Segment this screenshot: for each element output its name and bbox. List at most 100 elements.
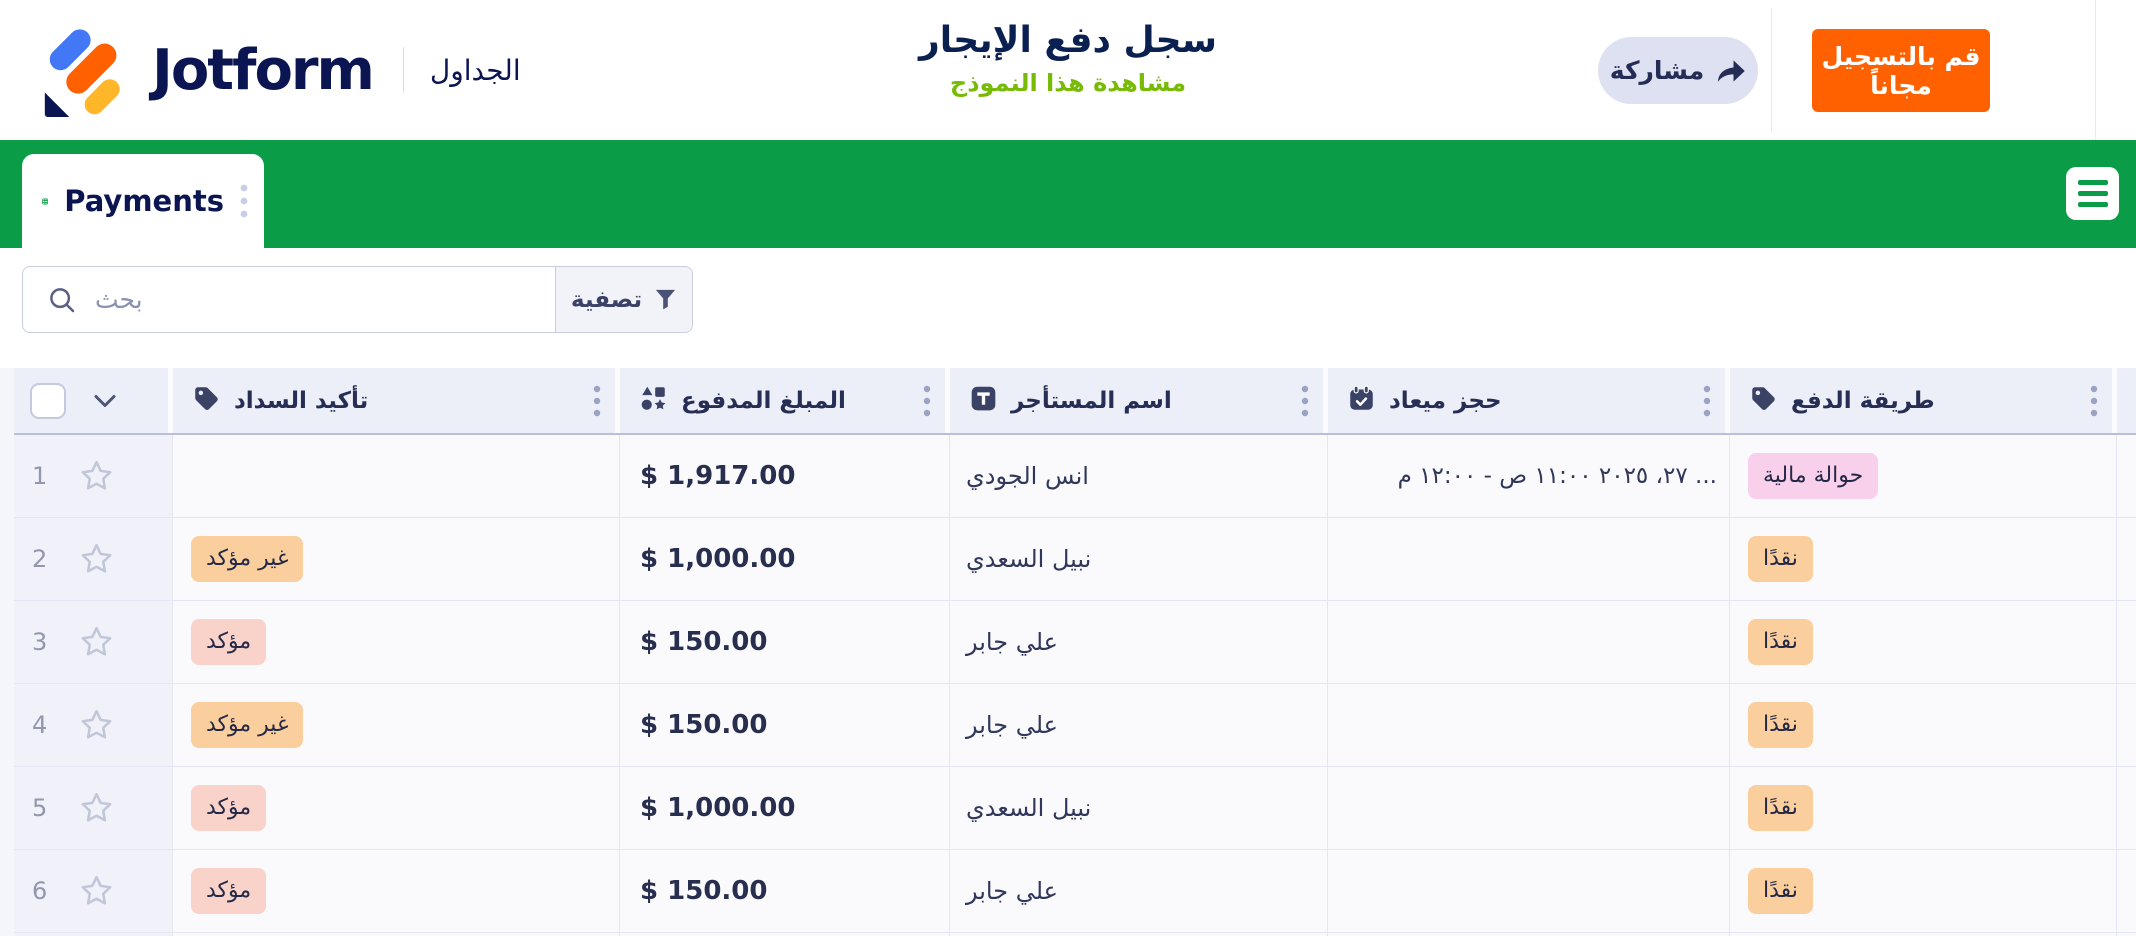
star-icon[interactable] — [78, 624, 115, 660]
cell-appointment[interactable] — [1328, 850, 1730, 932]
tenant-name: نبيل السعدي — [966, 794, 1092, 822]
column-menu-dots-icon[interactable] — [2090, 384, 2098, 418]
sheet-tab-bar: Payments — [0, 140, 2136, 248]
cell-tenant[interactable]: انس الجودي — [950, 435, 1328, 517]
column-menu-dots-icon[interactable] — [923, 384, 931, 418]
star-icon[interactable] — [78, 541, 115, 577]
cell-confirm[interactable]: غير مؤكد — [173, 518, 620, 600]
cell-payment-method[interactable]: نقدًا — [1730, 601, 2117, 683]
cell-confirm[interactable]: مؤكد — [173, 767, 620, 849]
brand-divider — [402, 47, 404, 93]
filter-funnel-icon — [656, 289, 676, 310]
signup-free-button[interactable]: قم بالتسجيل مجاناً — [1812, 29, 1990, 112]
amount-value: $ 1,000.00 — [640, 793, 796, 823]
cell-sliver — [2117, 601, 2136, 683]
cell-amount[interactable]: $ 150.00 — [620, 684, 950, 766]
cell-payment-method[interactable]: نقدًا — [1730, 684, 2117, 766]
cell-confirm[interactable]: مؤكد — [173, 850, 620, 932]
row-selector-cell: 1 — [14, 435, 173, 517]
select-all-checkbox[interactable] — [30, 382, 66, 419]
search-icon — [50, 287, 75, 312]
column-menu-dots-icon[interactable] — [593, 384, 601, 418]
star-icon[interactable] — [78, 873, 115, 909]
cell-partial — [1328, 933, 1730, 936]
column-header-sliver — [2117, 368, 2136, 433]
star-icon[interactable] — [78, 458, 115, 494]
column-header-confirm[interactable]: تأكيد السداد — [173, 368, 620, 433]
view-form-link[interactable]: مشاهدة هذا النموذج — [949, 69, 1187, 97]
column-header-amount[interactable]: المبلغ المدفوع — [620, 368, 950, 433]
table-toolbar: بحث تصفية — [0, 248, 2136, 333]
cell-confirm[interactable] — [173, 435, 620, 517]
grid-table-icon — [42, 198, 49, 204]
column-menu-dots-icon[interactable] — [1703, 384, 1711, 418]
share-button[interactable]: مشاركة — [1598, 37, 1758, 104]
cell-payment-method[interactable]: نقدًا — [1730, 518, 2117, 600]
amount-value: $ 150.00 — [640, 876, 768, 906]
product-name-tables: الجداول — [429, 53, 521, 87]
search-placeholder: بحث — [95, 285, 143, 314]
cell-appointment[interactable] — [1328, 601, 1730, 683]
column-header-method[interactable]: طريقة الدفع — [1730, 368, 2117, 433]
cell-tenant[interactable]: نبيل السعدي — [950, 767, 1328, 849]
row-selector-cell: 5 — [14, 767, 173, 849]
form-title: سجل دفع الإيجار — [918, 20, 1218, 61]
tenant-name: علي جابر — [966, 711, 1058, 739]
tab-menu-dots-icon[interactable] — [240, 183, 248, 219]
tenant-name: نبيل السعدي — [966, 545, 1092, 573]
column-header-appt[interactable]: حجز ميعاد — [1328, 368, 1730, 433]
star-icon[interactable] — [78, 790, 115, 826]
column-menu-dots-icon[interactable] — [1301, 384, 1309, 418]
table-row: 2 غير مؤكد $ 1,000.00 نبيل السعدي نقدًا — [14, 518, 2136, 601]
cell-appointment[interactable]: ... ٢٧، ٢٠٢٥ ١١:٠٠ ص - ١٢:٠٠ م — [1328, 435, 1730, 517]
cell-confirm[interactable]: غير مؤكد — [173, 684, 620, 766]
table-left-gutter — [0, 368, 14, 936]
cell-tenant[interactable]: علي جابر — [950, 684, 1328, 766]
cell-sliver — [2117, 767, 2136, 849]
cell-confirm[interactable]: مؤكد — [173, 601, 620, 683]
appointment-value: ... ٢٧، ٢٠٢٥ ١١:٠٠ ص - ١٢:٠٠ م — [1397, 463, 1717, 489]
jotform-logo-icon — [44, 29, 120, 117]
cell-sliver — [2117, 518, 2136, 600]
star-icon[interactable] — [78, 707, 115, 743]
cell-amount[interactable]: $ 1,000.00 — [620, 518, 950, 600]
row-selector-cell: 6 — [14, 850, 173, 932]
cell-sliver — [2117, 850, 2136, 932]
cell-appointment[interactable] — [1328, 518, 1730, 600]
cell-appointment[interactable] — [1328, 767, 1730, 849]
cell-partial — [1730, 933, 2117, 936]
table-row: 6 مؤكد $ 150.00 علي جابر نقدًا — [14, 850, 2136, 933]
cell-payment-method[interactable]: نقدًا — [1730, 767, 2117, 849]
status-badge: غير مؤكد — [191, 535, 304, 583]
cell-tenant[interactable]: نبيل السعدي — [950, 518, 1328, 600]
filter-button[interactable]: تصفية — [555, 267, 692, 332]
share-button-label: مشاركة — [1609, 56, 1705, 85]
cell-tenant[interactable]: علي جابر — [950, 601, 1328, 683]
cell-payment-method[interactable]: نقدًا — [1730, 850, 2117, 932]
status-badge: نقدًا — [1748, 784, 1813, 832]
tenant-name: علي جابر — [966, 628, 1058, 656]
cell-amount[interactable]: $ 150.00 — [620, 601, 950, 683]
cell-amount[interactable]: $ 1,000.00 — [620, 767, 950, 849]
status-badge: مؤكد — [191, 867, 267, 915]
chevron-down-icon[interactable] — [94, 394, 116, 408]
filter-button-label: تصفية — [570, 286, 643, 313]
row-selector-cell — [14, 933, 173, 936]
tenant-name: انس الجودي — [966, 462, 1089, 490]
amount-value: $ 150.00 — [640, 710, 768, 740]
menu-button[interactable] — [2066, 167, 2119, 220]
cell-amount[interactable]: $ 1,917.00 — [620, 435, 950, 517]
tab-payments[interactable]: Payments — [22, 154, 264, 248]
cell-appointment[interactable] — [1328, 684, 1730, 766]
status-badge: نقدًا — [1748, 867, 1813, 915]
status-badge: نقدًا — [1748, 701, 1813, 749]
row-number: 6 — [32, 877, 48, 905]
column-header-tenant[interactable]: اسم المستأجر — [950, 368, 1328, 433]
column-label-appt: حجز ميعاد — [1389, 387, 1502, 414]
search-input[interactable]: بحث — [23, 267, 555, 332]
cell-payment-method[interactable]: حوالة مالية — [1730, 435, 2117, 517]
column-label-tenant: اسم المستأجر — [1011, 387, 1172, 414]
cell-amount[interactable]: $ 150.00 — [620, 850, 950, 932]
cell-tenant[interactable]: علي جابر — [950, 850, 1328, 932]
table-header-row: تأكيد السداد المبلغ المدفوع اسم المستأجر حج… — [14, 368, 2136, 435]
